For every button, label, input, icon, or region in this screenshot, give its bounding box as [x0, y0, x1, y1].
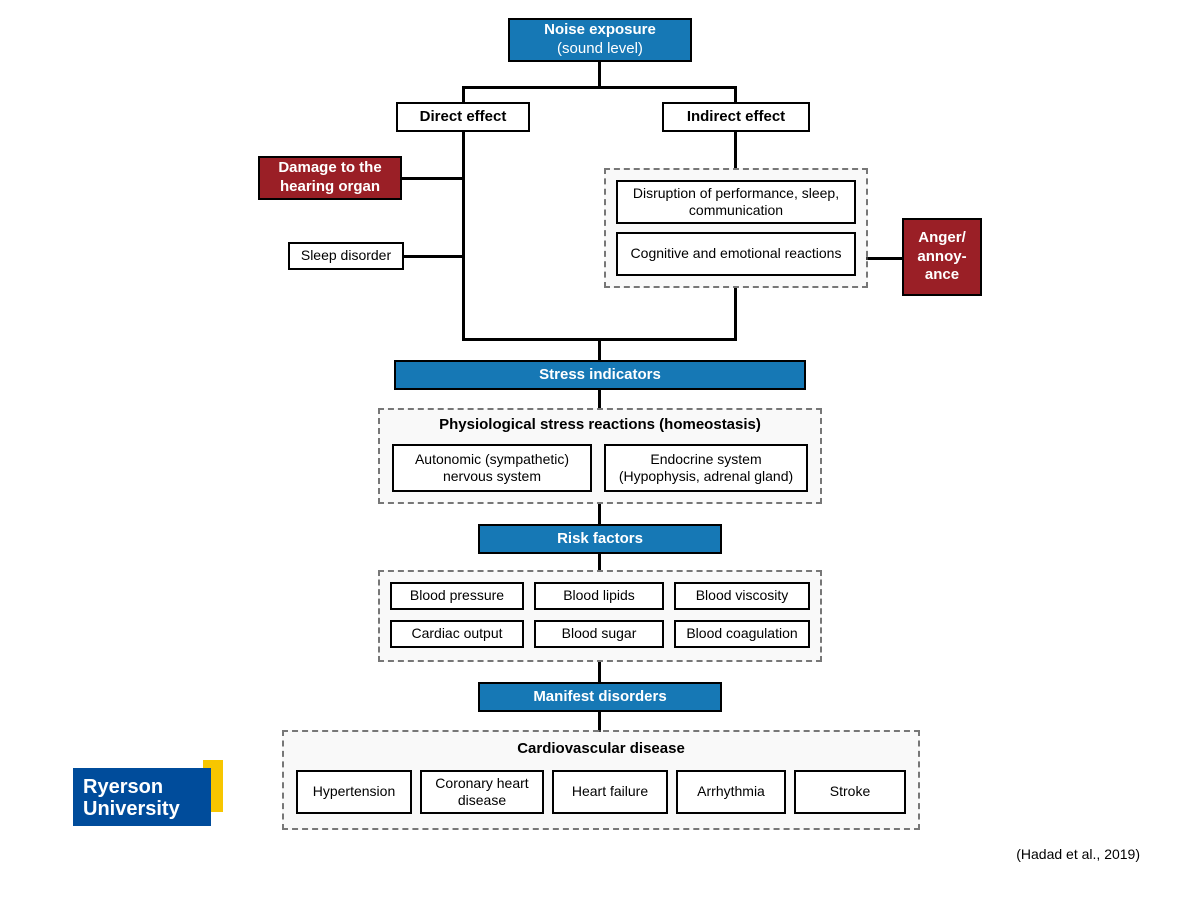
- rf-label: Blood lipids: [563, 587, 635, 605]
- cvd-item: Hypertension: [296, 770, 412, 814]
- node-label: Sleep disorder: [301, 247, 391, 265]
- node-sleep-disorder: Sleep disorder: [288, 242, 404, 270]
- rf-label: Blood coagulation: [686, 625, 797, 643]
- node-label: Indirect effect: [687, 108, 785, 127]
- cvd-item: Heart failure: [552, 770, 668, 814]
- node-label: Direct effect: [420, 108, 507, 127]
- node-cognitive: Cognitive and emotional reactions: [616, 232, 856, 276]
- connector: [598, 60, 601, 88]
- connector: [866, 257, 904, 260]
- rf-item: Blood viscosity: [674, 582, 810, 610]
- node-anger-annoyance: Anger/ annoy- ance: [902, 218, 982, 296]
- rf-item: Blood lipids: [534, 582, 664, 610]
- node-endocrine: Endocrine system (Hypophysis, adrenal gl…: [604, 444, 808, 492]
- node-stress-indicators: Stress indicators: [394, 360, 806, 390]
- node-label: Cognitive and emotional reactions: [631, 245, 842, 263]
- cvd-item: Coronary heart disease: [420, 770, 544, 814]
- rf-label: Blood viscosity: [696, 587, 789, 605]
- node-damage-hearing: Damage to the hearing organ: [258, 156, 402, 200]
- connector: [400, 255, 464, 258]
- rf-label: Cardiac output: [411, 625, 502, 643]
- rf-label: Blood sugar: [562, 625, 637, 643]
- node-label: Stress indicators: [539, 366, 661, 385]
- node-label: Disruption of performance, sleep, commun…: [626, 185, 846, 220]
- connector: [598, 660, 601, 682]
- node-label: Autonomic (sympathetic) nervous system: [402, 451, 582, 486]
- logo-line2: University: [83, 798, 201, 820]
- node-label: Endocrine system (Hypophysis, adrenal gl…: [614, 451, 798, 486]
- group-title-cvd: Cardiovascular disease: [282, 740, 920, 757]
- connector: [734, 130, 737, 168]
- cvd-label: Stroke: [830, 783, 870, 801]
- cvd-label: Coronary heart disease: [430, 775, 534, 810]
- cvd-item: Stroke: [794, 770, 906, 814]
- node-label: Damage to the hearing organ: [268, 159, 392, 197]
- connector: [400, 177, 464, 180]
- connector: [598, 388, 601, 410]
- cvd-label: Hypertension: [313, 783, 396, 801]
- node-disruption: Disruption of performance, sleep, commun…: [616, 180, 856, 224]
- connector: [462, 86, 737, 89]
- node-autonomic: Autonomic (sympathetic) nervous system: [392, 444, 592, 492]
- connector: [598, 502, 601, 524]
- citation-text: (Hadad et al., 2019): [1016, 846, 1140, 862]
- node-noise-exposure: Noise exposure (sound level): [508, 18, 692, 62]
- rf-item: Cardiac output: [390, 620, 524, 648]
- rf-item: Blood pressure: [390, 582, 524, 610]
- rf-item: Blood sugar: [534, 620, 664, 648]
- rf-label: Blood pressure: [410, 587, 504, 605]
- rf-item: Blood coagulation: [674, 620, 810, 648]
- connector: [598, 710, 601, 732]
- cvd-label: Arrhythmia: [697, 783, 765, 801]
- group-title-physiological: Physiological stress reactions (homeosta…: [378, 416, 822, 433]
- connector: [598, 338, 601, 360]
- node-subtitle: (sound level): [557, 40, 643, 59]
- node-indirect-effect: Indirect effect: [662, 102, 810, 132]
- connector: [598, 552, 601, 572]
- node-title: Noise exposure: [544, 21, 656, 40]
- node-label: Risk factors: [557, 530, 643, 549]
- node-direct-effect: Direct effect: [396, 102, 530, 132]
- node-label: Anger/ annoy- ance: [917, 229, 966, 285]
- logo-main: Ryerson University: [73, 768, 211, 826]
- connector: [462, 130, 465, 340]
- ryerson-logo: Ryerson University: [73, 768, 223, 838]
- connector: [734, 288, 737, 340]
- node-manifest-disorders: Manifest disorders: [478, 682, 722, 712]
- node-label: Manifest disorders: [533, 688, 666, 707]
- cvd-item: Arrhythmia: [676, 770, 786, 814]
- logo-line1: Ryerson: [83, 776, 201, 798]
- cvd-label: Heart failure: [572, 783, 648, 801]
- node-risk-factors: Risk factors: [478, 524, 722, 554]
